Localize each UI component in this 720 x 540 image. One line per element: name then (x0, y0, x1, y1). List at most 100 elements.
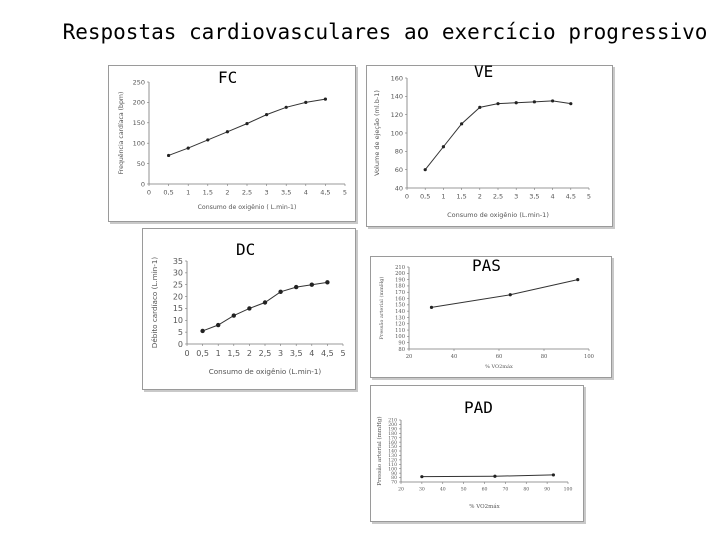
data-point (514, 101, 518, 105)
y-tick-label: 130 (388, 453, 397, 459)
data-point (262, 300, 268, 305)
y-tick-label: 20 (173, 292, 183, 301)
x-tick-label: 30 (419, 487, 425, 493)
data-point (247, 306, 252, 311)
y-tick-label: 160 (388, 440, 397, 446)
y-tick-label: 70 (391, 480, 397, 486)
data-point (423, 168, 427, 172)
x-tick-label: 0,5 (420, 193, 430, 201)
x-tick-label: 20 (406, 354, 413, 360)
x-tick-label: 1,5 (227, 349, 240, 358)
x-tick-label: 2 (225, 189, 229, 197)
data-point (493, 474, 497, 478)
y-tick-label: 170 (388, 435, 397, 441)
y-tick-label: 190 (395, 277, 405, 283)
x-tick-label: 60 (482, 487, 488, 493)
y-tick-label: 0 (141, 180, 145, 188)
data-point (278, 289, 283, 295)
x-tick-label: 3,5 (290, 349, 303, 358)
page-title: Respostas cardiovasculares ao exercício … (62, 20, 708, 44)
y-axis-label: Frequência cardíaca (bpm) (117, 92, 125, 175)
y-tick-label: 15 (173, 304, 183, 313)
y-tick-label: 60 (395, 166, 403, 174)
x-tick-label: 3 (265, 189, 269, 197)
data-point (200, 328, 205, 334)
series-line (424, 100, 571, 170)
data-point (167, 153, 171, 158)
y-tick-label: 150 (133, 119, 145, 127)
data-point (231, 313, 236, 318)
data-point (309, 282, 314, 287)
y-tick-label: 200 (388, 422, 397, 428)
y-tick-label: 180 (388, 431, 397, 437)
x-tick-label: 2 (247, 349, 252, 358)
x-tick-label: 0,5 (196, 349, 209, 358)
y-tick-label: 80 (391, 475, 397, 481)
data-point (284, 105, 288, 109)
y-tick-label: 140 (395, 309, 405, 315)
y-tick-label: 160 (391, 74, 403, 82)
x-tick-label: 1 (186, 189, 190, 197)
x-tick-label: 1 (216, 349, 221, 358)
x-tick-label: 100 (564, 487, 573, 493)
chart-dc: 0 5 10 15 20 25 30 35 0 0,5 1 1,5 2 2,5 3 3,5 4 4,5 5 Consu… (150, 257, 346, 376)
series-line (431, 279, 578, 308)
chart-panel-dc: 0 5 10 15 20 25 30 35 0 0,5 1 1,5 2 2,5 3 3,5 4 4,5 5 Consu… (142, 228, 356, 390)
y-tick-label: 170 (395, 290, 405, 296)
x-tick-label: 2,5 (259, 349, 272, 358)
series-line (168, 98, 326, 156)
data-point (186, 146, 190, 150)
y-axis-label: Débito cardíaco (L.min-1) (150, 257, 159, 349)
x-tick-label: 5 (343, 189, 347, 197)
x-tick-label: 4 (304, 189, 308, 197)
chart-panel-ve: 40 60 80 100 120 140 160 0 0,5 1 1,5 2 2,5 3 3,5 4 4,5 5 C… (366, 65, 613, 227)
chart-pad: 7080901001101201301401501601701801902002… (376, 416, 573, 510)
x-tick-label: 20 (398, 487, 404, 493)
x-tick-label: 50 (461, 487, 467, 493)
x-tick-label: 0,5 (163, 189, 173, 197)
x-tick-label: 80 (541, 354, 548, 360)
data-point (478, 105, 482, 109)
data-point (206, 138, 210, 142)
data-point (225, 130, 229, 134)
y-tick-label: 140 (391, 93, 403, 101)
x-tick-label: 4,5 (321, 349, 334, 358)
chart-panel-pad: 70 80 90 100 110 120 130 140 150 160 170 180 190 200 2… (370, 385, 584, 522)
y-tick-label: 120 (388, 457, 397, 463)
y-tick-label: 150 (388, 444, 397, 450)
chart-panel-fc: 0 50 100 150 200 250 0 0,5 1 1,5 2 2,5 3 3,5 4 4,5 5 Cons… (108, 65, 356, 222)
y-tick-label: 130 (395, 315, 405, 321)
data-point (532, 100, 536, 104)
y-tick-label: 250 (133, 78, 145, 86)
x-tick-label: 100 (584, 354, 594, 360)
x-tick-label: 2,5 (242, 189, 252, 197)
x-tick-label: 1 (441, 193, 445, 201)
x-tick-label: 1,5 (203, 189, 213, 197)
x-tick-label: 4 (309, 349, 314, 358)
x-axis-label: % VO2máx (469, 503, 500, 510)
x-tick-label: 40 (451, 354, 458, 360)
data-point (569, 102, 573, 106)
y-tick-label: 100 (388, 466, 397, 472)
x-axis-label: Consumo de oxigênio (L.min-1) (209, 367, 322, 376)
chart-fc: 0 50 100 150 200 250 0 0,5 1 1,5 2 2,5 3 3,5 4 4,5 5 Cons… (117, 78, 347, 211)
y-tick-label: 10 (173, 316, 183, 325)
data-point (551, 473, 555, 477)
x-axis-label: Consumo de oxigênio (L.min-1) (447, 211, 549, 219)
y-tick-label: 100 (133, 139, 145, 147)
data-point (245, 122, 249, 126)
data-point (325, 280, 330, 285)
x-axis-label: % VO2máx (485, 363, 513, 370)
x-tick-label: 3 (514, 193, 518, 201)
y-tick-label: 80 (395, 148, 403, 156)
x-tick-label: 3 (278, 349, 283, 358)
y-tick-label: 100 (391, 129, 403, 137)
y-tick-label: 150 (395, 303, 405, 309)
x-tick-label: 2 (478, 193, 482, 201)
y-tick-label: 90 (391, 471, 397, 477)
y-tick-label: 35 (173, 257, 183, 266)
data-point (304, 100, 308, 104)
series-line (421, 474, 554, 478)
y-tick-label: 0 (178, 340, 183, 349)
y-tick-label: 25 (173, 281, 183, 290)
